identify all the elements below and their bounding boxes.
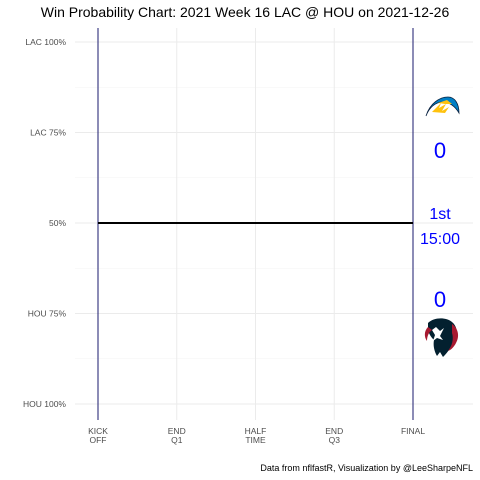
- y-tick-label: LAC 100%: [25, 37, 66, 47]
- y-tick-label: 50%: [49, 218, 66, 228]
- y-tick-label: HOU 100%: [23, 399, 66, 409]
- chart-title: Win Probability Chart: 2021 Week 16 LAC …: [41, 4, 450, 20]
- chart-caption: Data from nflfastR, Visualization by @Le…: [260, 463, 473, 473]
- chargers-bolt-icon: [425, 96, 460, 117]
- game-clock: 15:00: [420, 231, 460, 248]
- y-tick-label: HOU 75%: [28, 309, 67, 319]
- home-score: 0: [434, 287, 446, 312]
- x-tick-label: KICK OFF: [88, 426, 108, 445]
- away-score: 0: [434, 138, 446, 163]
- texans-bull-icon: [424, 318, 459, 357]
- game-quarter: 1st: [429, 206, 451, 223]
- x-tick-label: END Q1: [168, 426, 186, 445]
- minor-gridlines: [75, 86, 473, 360]
- y-tick-label: LAC 75%: [30, 128, 66, 138]
- x-tick-label: HALF TIME: [245, 426, 267, 445]
- y-axis-ticks: LAC 100% LAC 75% 50% HOU 75% HOU 100%: [23, 37, 66, 409]
- x-tick-label: FINAL: [401, 426, 425, 436]
- x-axis-ticks: KICK OFF END Q1 HALF TIME END Q3 FINAL: [88, 426, 425, 445]
- x-tick-label: END Q3: [325, 426, 343, 445]
